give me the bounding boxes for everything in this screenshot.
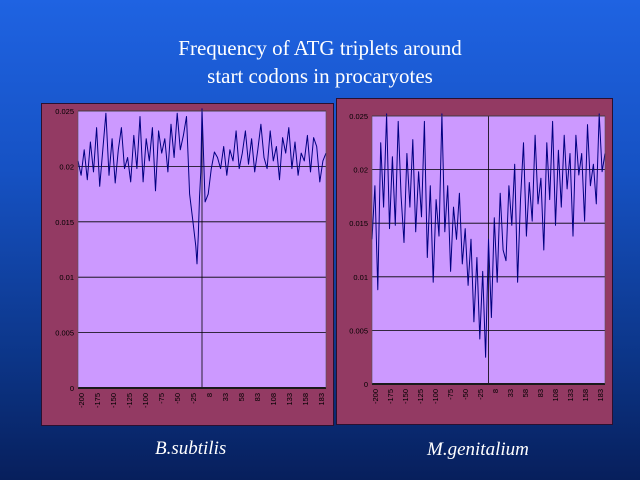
m-genitalium-x-tick-label: -125 bbox=[416, 389, 425, 404]
b-subtilis-series-line bbox=[77, 108, 327, 265]
b-subtilis-y-tick-label: 0.02 bbox=[59, 162, 74, 171]
b-subtilis-x-tick-label: -200 bbox=[77, 393, 86, 408]
caption-m-genitalium: M.genitalium bbox=[427, 439, 529, 460]
b-subtilis-x-tick-label: 183 bbox=[317, 393, 326, 406]
m-genitalium-x-tick-label: 133 bbox=[566, 389, 575, 402]
chart-b-subtilis-svg: 0 0.005 0.01 0.015 0.02 0.025 -200 -175 -150 -125… bbox=[55, 107, 327, 408]
m-genitalium-x-tick-label: -25 bbox=[476, 389, 485, 400]
m-genitalium-series-line bbox=[371, 113, 606, 358]
m-genitalium-x-tick-label: 83 bbox=[536, 389, 545, 397]
m-genitalium-x-tick-label: -175 bbox=[386, 389, 395, 404]
b-subtilis-y-tick-label: 0.01 bbox=[59, 273, 74, 282]
chart-b-subtilis: 0 0.005 0.01 0.015 0.02 0.025 -200 -175 -150 -125… bbox=[41, 103, 334, 426]
b-subtilis-x-tick-label: 158 bbox=[301, 393, 310, 406]
b-subtilis-x-tick-label: 58 bbox=[237, 393, 246, 401]
b-subtilis-x-tick-label: 33 bbox=[221, 393, 230, 401]
m-genitalium-x-tick-label: 108 bbox=[551, 389, 560, 402]
m-genitalium-x-tick-label: -100 bbox=[431, 389, 440, 404]
b-subtilis-plot-border bbox=[77, 110, 327, 389]
m-genitalium-x-tick-label: 183 bbox=[596, 389, 605, 402]
b-subtilis-x-tick-label: -175 bbox=[93, 393, 102, 408]
m-genitalium-y-tick-label: 0.005 bbox=[349, 326, 368, 335]
m-genitalium-x-tick-label: -150 bbox=[401, 389, 410, 404]
m-genitalium-y-tick-label: 0.025 bbox=[349, 112, 368, 121]
m-genitalium-y-tick-label: 0.02 bbox=[353, 166, 368, 175]
b-subtilis-x-tick-label: -150 bbox=[109, 393, 118, 408]
m-genitalium-plot-border bbox=[371, 115, 606, 385]
b-subtilis-y-tick-label: 0.015 bbox=[55, 218, 74, 227]
m-genitalium-x-tick-label: 158 bbox=[581, 389, 590, 402]
m-genitalium-y-tick-label: 0.01 bbox=[353, 273, 368, 282]
slide-title-line-2: start codons in procaryotes bbox=[207, 64, 433, 88]
b-subtilis-x-tick-label: -100 bbox=[141, 393, 150, 408]
b-subtilis-x-tick-label: -75 bbox=[157, 393, 166, 404]
b-subtilis-y-tick-label: 0.005 bbox=[55, 329, 74, 338]
b-subtilis-x-tick-label: 133 bbox=[285, 393, 294, 406]
slide-title-line-1: Frequency of ATG triplets around bbox=[178, 36, 462, 60]
m-genitalium-y-tick-label: 0.015 bbox=[349, 219, 368, 228]
caption-b-subtilis: B.subtilis bbox=[155, 438, 227, 459]
b-subtilis-x-tick-label: -125 bbox=[125, 393, 134, 408]
b-subtilis-x-tick-label: 108 bbox=[269, 393, 278, 406]
m-genitalium-y-tick-label: 0 bbox=[364, 380, 368, 389]
m-genitalium-x-tick-label: 33 bbox=[506, 389, 515, 397]
chart-m-genitalium: 0 0.005 0.01 0.015 0.02 0.025 -200 -175 -150 -125… bbox=[336, 98, 613, 425]
m-genitalium-x-tick-label: -75 bbox=[446, 389, 455, 400]
m-genitalium-x-tick-label: 8 bbox=[491, 389, 500, 393]
m-genitalium-x-tick-label: -50 bbox=[461, 389, 470, 400]
slide-title: Frequency of ATG triplets around start c… bbox=[0, 34, 640, 90]
b-subtilis-x-tick-label: -50 bbox=[173, 393, 182, 404]
b-subtilis-y-tick-label: 0 bbox=[70, 384, 74, 393]
m-genitalium-x-tick-label: -200 bbox=[371, 389, 380, 404]
b-subtilis-x-tick-label: 8 bbox=[205, 393, 214, 397]
b-subtilis-x-tick-label: -25 bbox=[189, 393, 198, 404]
m-genitalium-x-tick-label: 58 bbox=[521, 389, 530, 397]
chart-m-genitalium-svg: 0 0.005 0.01 0.015 0.02 0.025 -200 -175 -150 -125… bbox=[349, 112, 606, 404]
b-subtilis-x-tick-label: 83 bbox=[253, 393, 262, 401]
b-subtilis-y-tick-label: 0.025 bbox=[55, 107, 74, 116]
